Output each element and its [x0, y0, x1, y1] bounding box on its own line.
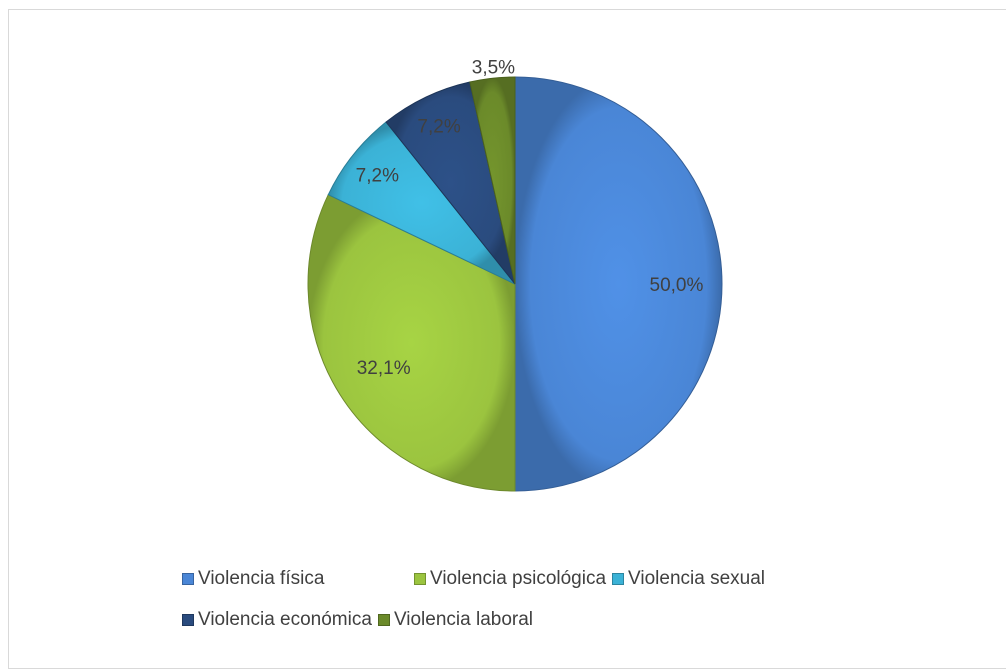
legend-item-fisica: Violencia física — [182, 568, 408, 590]
legend-label-fisica: Violencia física — [198, 568, 325, 589]
legend-item-economica: Violencia económica — [182, 609, 372, 631]
pie-slice-psicologica — [307, 194, 516, 492]
legend-label-economica: Violencia económica — [198, 609, 372, 630]
data-label-economica: 7,2% — [417, 116, 460, 137]
data-label-psicologica: 32,1% — [357, 358, 411, 379]
legend-item-sexual: Violencia sexual — [612, 568, 765, 590]
legend-label-laboral: Violencia laboral — [393, 609, 534, 630]
legend-swatch-psicologica — [414, 573, 426, 585]
pie-slice-fisica — [514, 76, 723, 492]
legend-label-psicologica: Violencia psicológica — [430, 568, 607, 589]
pie-chart: 50,0% 32,1% 7,2% 7,2% 3,5% — [307, 58, 723, 492]
legend-item-laboral: Violencia laboral — [377, 609, 534, 631]
legend-row-2: Violencia económica Violencia laboral — [182, 606, 822, 634]
data-label-sexual: 7,2% — [356, 165, 399, 186]
legend-swatch-laboral — [377, 614, 390, 626]
legend-swatch-economica — [182, 614, 194, 626]
legend-row-1: Violencia física Violencia psicológica V… — [182, 565, 822, 593]
data-label-laboral: 3,5% — [472, 58, 515, 79]
pie-slice-laboral — [469, 76, 516, 285]
data-label-fisica: 50,0% — [650, 275, 704, 296]
legend-swatch-sexual — [612, 573, 625, 585]
legend-label-sexual: Violencia sexual — [628, 568, 766, 589]
legend: Violencia física Violencia psicológica V… — [182, 565, 822, 647]
legend-item-psicologica: Violencia psicológica — [414, 568, 606, 590]
legend-swatch-fisica — [182, 573, 194, 585]
